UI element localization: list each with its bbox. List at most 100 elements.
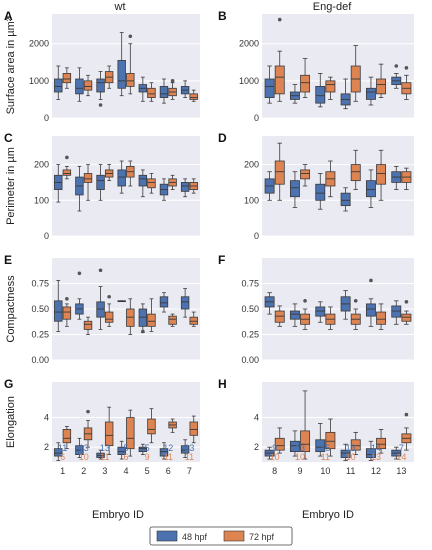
box-48hpf bbox=[264, 171, 275, 201]
box-72hpf bbox=[189, 415, 198, 444]
box-48hpf bbox=[289, 430, 300, 457]
box-body bbox=[180, 445, 190, 454]
panel-C: 0 100 200 C Perimeter in µm bbox=[4, 131, 200, 241]
legend-label-72hpf: 72 hpf bbox=[249, 532, 275, 542]
box-body bbox=[315, 86, 326, 104]
count-48hpf: 5 bbox=[145, 443, 150, 453]
column-title-wt: wt bbox=[114, 1, 126, 13]
y-tick-label: 0 bbox=[44, 113, 49, 123]
box-48hpf bbox=[159, 442, 169, 460]
y-tick-label: 2 bbox=[254, 442, 259, 452]
y-tick-label: 1000 bbox=[239, 76, 259, 86]
y-tick-label: 0.75 bbox=[241, 279, 259, 289]
box-body bbox=[180, 296, 190, 310]
box-48hpf bbox=[138, 169, 148, 198]
box-72hpf bbox=[274, 305, 285, 327]
box-body bbox=[376, 437, 387, 450]
box-48hpf bbox=[391, 446, 402, 460]
y-tick-label: 2000 bbox=[29, 39, 49, 49]
count-72hpf: 10 bbox=[270, 452, 280, 462]
box-48hpf bbox=[391, 165, 402, 190]
box-body bbox=[159, 448, 169, 457]
box-body bbox=[300, 430, 311, 453]
count-48hpf: 9 bbox=[272, 443, 277, 453]
panel-background bbox=[262, 136, 414, 236]
count-48hpf: 15 bbox=[320, 443, 330, 453]
box-48hpf bbox=[365, 169, 376, 208]
box-48hpf bbox=[365, 278, 376, 327]
y-axis-label: Elongation bbox=[5, 396, 17, 448]
box-72hpf bbox=[325, 160, 336, 198]
box-48hpf bbox=[391, 64, 402, 89]
count-72hpf: 11 bbox=[164, 452, 173, 462]
y-tick-label: 0 bbox=[254, 231, 259, 241]
box-body bbox=[54, 78, 63, 93]
x-tick-label: 3 bbox=[102, 466, 107, 476]
box-body bbox=[289, 440, 300, 453]
box-48hpf bbox=[180, 80, 190, 98]
box-body bbox=[126, 308, 135, 327]
outlier-point bbox=[107, 294, 111, 299]
box-body bbox=[83, 173, 93, 183]
x-tick-label: 12 bbox=[371, 466, 381, 476]
y-tick-label: 0.50 bbox=[241, 304, 259, 314]
panel-letter: F bbox=[218, 253, 225, 267]
count-48hpf: 13 bbox=[100, 443, 110, 453]
outlier-point bbox=[65, 155, 69, 160]
box-72hpf bbox=[376, 303, 387, 330]
box-72hpf bbox=[401, 167, 412, 190]
count-72hpf: 9 bbox=[145, 452, 150, 462]
box-72hpf bbox=[126, 409, 135, 457]
box-72hpf bbox=[189, 89, 198, 102]
box-72hpf bbox=[350, 149, 361, 190]
outlier-point bbox=[404, 300, 409, 304]
panel-letter: H bbox=[218, 377, 227, 391]
y-tick-label: 100 bbox=[34, 195, 49, 205]
box-48hpf bbox=[54, 442, 63, 461]
y-tick-label: 4 bbox=[44, 413, 49, 423]
box-72hpf bbox=[350, 431, 361, 455]
box-body bbox=[159, 86, 169, 98]
box-72hpf bbox=[126, 298, 135, 335]
box-48hpf bbox=[54, 164, 63, 203]
box-72hpf bbox=[168, 79, 177, 100]
box-48hpf bbox=[75, 437, 84, 458]
y-axis-label: Compactness bbox=[5, 275, 17, 343]
box-body bbox=[83, 80, 93, 91]
box-72hpf bbox=[401, 412, 412, 451]
box-72hpf bbox=[274, 17, 285, 102]
box-body bbox=[350, 439, 361, 451]
box-body bbox=[147, 87, 156, 98]
box-48hpf bbox=[315, 73, 326, 108]
box-72hpf bbox=[350, 299, 361, 330]
box-body bbox=[159, 296, 169, 308]
legend-label-48hpf: 48 hpf bbox=[182, 532, 208, 542]
box-72hpf bbox=[147, 298, 156, 332]
box-48hpf bbox=[264, 446, 275, 460]
box-72hpf bbox=[168, 313, 177, 327]
box-48hpf bbox=[289, 303, 300, 327]
box-48hpf bbox=[138, 76, 148, 102]
outlier-point bbox=[98, 268, 103, 273]
box-48hpf bbox=[96, 268, 105, 330]
outlier-point bbox=[277, 17, 282, 22]
count-72hpf: 11 bbox=[185, 452, 194, 462]
y-tick-label: 200 bbox=[244, 160, 259, 170]
y-tick-label: 0.75 bbox=[31, 279, 49, 289]
box-48hpf bbox=[96, 449, 105, 460]
box-72hpf bbox=[104, 65, 114, 89]
count-48hpf: 13 bbox=[295, 443, 305, 453]
box-body bbox=[340, 192, 351, 207]
box-body bbox=[274, 437, 285, 451]
box-body bbox=[180, 182, 190, 192]
x-tick-label: 7 bbox=[187, 466, 192, 476]
x-tick-label: 1 bbox=[60, 466, 65, 476]
count-48hpf: 11 bbox=[58, 443, 67, 453]
y-tick-label: 200 bbox=[34, 160, 49, 170]
box-body bbox=[274, 65, 285, 95]
box-72hpf bbox=[376, 63, 387, 98]
count-72hpf: 11 bbox=[100, 452, 109, 462]
outlier-point bbox=[98, 103, 103, 107]
box-72hpf bbox=[62, 67, 72, 89]
